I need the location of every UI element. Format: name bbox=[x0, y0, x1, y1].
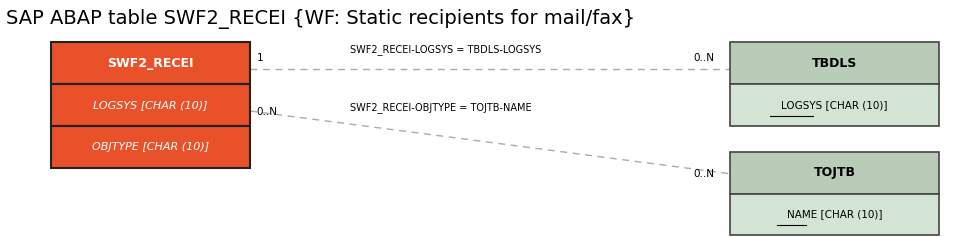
Text: 0..N: 0..N bbox=[694, 53, 714, 63]
Text: OBJTYPE [CHAR (10)]: OBJTYPE [CHAR (10)] bbox=[92, 142, 209, 152]
Bar bbox=[730, 194, 939, 235]
Text: TOJTB: TOJTB bbox=[814, 166, 856, 179]
Text: 0..N: 0..N bbox=[694, 169, 714, 179]
Bar bbox=[730, 152, 939, 194]
Text: SWF2_RECEI-LOGSYS = TBDLS-LOGSYS: SWF2_RECEI-LOGSYS = TBDLS-LOGSYS bbox=[350, 45, 542, 55]
Text: SWF2_RECEI-OBJTYPE = TOJTB-NAME: SWF2_RECEI-OBJTYPE = TOJTB-NAME bbox=[350, 102, 532, 113]
Bar bbox=[730, 84, 939, 126]
Bar bbox=[51, 84, 250, 126]
Text: LOGSYS [CHAR (10)]: LOGSYS [CHAR (10)] bbox=[94, 100, 208, 110]
Text: 0..N: 0..N bbox=[257, 107, 277, 117]
Bar bbox=[730, 42, 939, 84]
Text: SWF2_RECEI: SWF2_RECEI bbox=[107, 57, 193, 70]
Bar bbox=[51, 42, 250, 84]
Text: NAME [CHAR (10)]: NAME [CHAR (10)] bbox=[787, 210, 882, 219]
Text: 1: 1 bbox=[257, 53, 263, 63]
Text: TBDLS: TBDLS bbox=[812, 57, 857, 70]
Text: SAP ABAP table SWF2_RECEI {WF: Static recipients for mail/fax}: SAP ABAP table SWF2_RECEI {WF: Static re… bbox=[6, 9, 634, 29]
Text: LOGSYS [CHAR (10)]: LOGSYS [CHAR (10)] bbox=[781, 100, 888, 110]
Bar bbox=[51, 126, 250, 168]
